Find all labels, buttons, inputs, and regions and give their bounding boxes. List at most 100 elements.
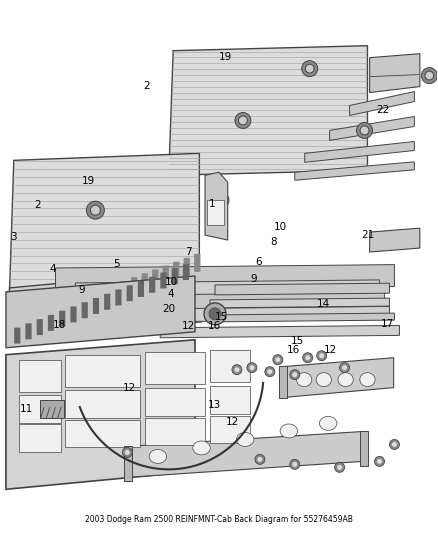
- Text: 20: 20: [162, 304, 175, 314]
- Polygon shape: [99, 289, 106, 307]
- Polygon shape: [36, 312, 43, 330]
- Polygon shape: [26, 316, 32, 334]
- Polygon shape: [6, 276, 195, 348]
- Text: 10: 10: [164, 278, 177, 287]
- Polygon shape: [131, 277, 138, 295]
- Polygon shape: [127, 432, 363, 478]
- Text: 21: 21: [361, 230, 374, 240]
- Circle shape: [211, 191, 229, 209]
- Circle shape: [255, 455, 265, 464]
- Circle shape: [392, 442, 397, 447]
- Polygon shape: [110, 285, 117, 303]
- Polygon shape: [115, 289, 121, 305]
- Polygon shape: [81, 302, 88, 318]
- Circle shape: [267, 369, 272, 374]
- Bar: [207, 200, 224, 225]
- Text: 11: 11: [20, 404, 34, 414]
- Polygon shape: [162, 265, 169, 284]
- Text: 9: 9: [251, 274, 257, 284]
- Circle shape: [377, 459, 382, 464]
- Text: 18: 18: [53, 320, 66, 330]
- Polygon shape: [295, 162, 414, 180]
- Text: 16: 16: [208, 321, 221, 331]
- Polygon shape: [172, 268, 178, 284]
- Circle shape: [421, 68, 437, 84]
- Text: 2003 Dodge Ram 2500 REINFMNT-Cab Back Diagram for 55276459AB: 2003 Dodge Ram 2500 REINFMNT-Cab Back Di…: [85, 515, 353, 524]
- Polygon shape: [68, 301, 74, 318]
- Circle shape: [234, 367, 240, 372]
- Bar: [360, 432, 368, 466]
- Ellipse shape: [297, 373, 312, 386]
- Polygon shape: [305, 141, 414, 163]
- Circle shape: [125, 450, 130, 455]
- Bar: [19, 424, 60, 453]
- Bar: [145, 352, 205, 384]
- Polygon shape: [25, 324, 32, 340]
- Circle shape: [86, 201, 104, 219]
- Circle shape: [319, 353, 324, 358]
- Ellipse shape: [338, 373, 353, 386]
- Text: 10: 10: [274, 222, 287, 232]
- Polygon shape: [205, 172, 228, 240]
- Circle shape: [389, 439, 399, 449]
- Ellipse shape: [280, 424, 297, 438]
- Polygon shape: [120, 281, 127, 299]
- Polygon shape: [48, 315, 54, 331]
- Text: 2: 2: [35, 200, 41, 211]
- Bar: [145, 417, 205, 446]
- Polygon shape: [184, 258, 190, 276]
- Polygon shape: [6, 340, 195, 489]
- Polygon shape: [56, 264, 395, 290]
- Circle shape: [290, 459, 300, 470]
- Text: 3: 3: [11, 232, 17, 243]
- Polygon shape: [283, 358, 394, 398]
- Text: 7: 7: [185, 247, 192, 256]
- Text: 12: 12: [123, 383, 136, 393]
- Circle shape: [305, 64, 314, 73]
- Polygon shape: [194, 254, 201, 272]
- Text: 5: 5: [113, 259, 120, 269]
- Circle shape: [238, 116, 247, 125]
- Polygon shape: [78, 296, 85, 314]
- Polygon shape: [173, 262, 180, 280]
- Polygon shape: [75, 280, 379, 301]
- Bar: [19, 360, 60, 392]
- Polygon shape: [57, 304, 64, 322]
- Text: 13: 13: [208, 400, 221, 410]
- Ellipse shape: [237, 432, 254, 447]
- Bar: [210, 385, 250, 414]
- Polygon shape: [160, 326, 399, 338]
- Ellipse shape: [193, 441, 210, 455]
- Ellipse shape: [316, 373, 332, 386]
- Circle shape: [317, 351, 327, 361]
- Polygon shape: [93, 298, 99, 314]
- Polygon shape: [47, 308, 53, 326]
- Polygon shape: [140, 293, 385, 310]
- Circle shape: [232, 365, 242, 375]
- Circle shape: [265, 367, 275, 377]
- Text: 17: 17: [381, 319, 394, 329]
- Text: 15: 15: [215, 312, 228, 322]
- Polygon shape: [89, 293, 95, 311]
- Text: 22: 22: [376, 105, 389, 115]
- Polygon shape: [71, 306, 77, 322]
- Bar: [40, 400, 64, 417]
- Polygon shape: [160, 272, 166, 288]
- Circle shape: [249, 365, 254, 370]
- Bar: [66, 390, 140, 417]
- Text: 8: 8: [270, 237, 277, 247]
- Circle shape: [360, 126, 369, 135]
- Circle shape: [305, 355, 310, 360]
- Bar: [19, 394, 60, 423]
- Polygon shape: [10, 270, 201, 340]
- Polygon shape: [104, 294, 110, 310]
- Circle shape: [235, 112, 251, 128]
- Circle shape: [335, 462, 345, 472]
- Polygon shape: [141, 273, 148, 292]
- Bar: [279, 366, 287, 398]
- Circle shape: [425, 71, 434, 80]
- Circle shape: [290, 370, 300, 379]
- Bar: [210, 416, 250, 443]
- Circle shape: [357, 123, 372, 139]
- Circle shape: [292, 462, 297, 467]
